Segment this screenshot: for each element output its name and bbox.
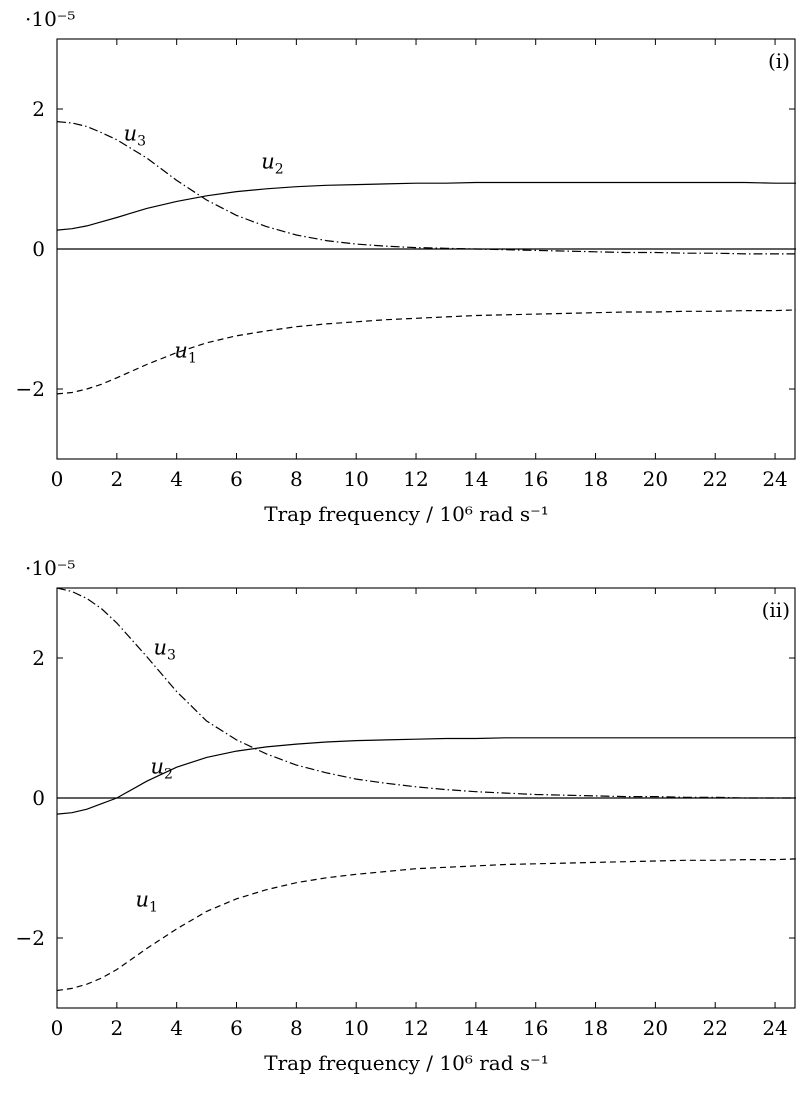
x-tick-label: 6 xyxy=(230,467,243,491)
x-tick-label: 22 xyxy=(702,467,727,491)
x-tick-label: 8 xyxy=(290,467,303,491)
series-u3-label: u3 xyxy=(124,122,146,150)
series-u2-line xyxy=(56,737,796,815)
x-tick-label: 0 xyxy=(51,1016,64,1040)
x-tick-label: 6 xyxy=(230,1016,243,1040)
series-u2-label: u2 xyxy=(150,755,172,783)
x-tick-label: 14 xyxy=(463,1016,488,1040)
x-axis-title: Trap frequency / 10⁶ rad s⁻¹ xyxy=(264,502,548,526)
series-u1-label: u1 xyxy=(136,888,158,916)
series-u2-line xyxy=(56,181,796,231)
x-tick-label: 16 xyxy=(523,1016,548,1040)
x-tick-label: 10 xyxy=(343,1016,368,1040)
y-scale-factor-label: ·10⁻⁵ xyxy=(25,7,75,31)
x-tick-label: 24 xyxy=(762,1016,787,1040)
x-tick-label: 10 xyxy=(343,467,368,491)
x-tick-label: 4 xyxy=(170,1016,183,1040)
series-u1-line xyxy=(56,858,796,992)
x-tick-label: 2 xyxy=(110,1016,123,1040)
x-tick-label: 18 xyxy=(583,467,608,491)
y-scale-factor-label: ·10⁻⁵ xyxy=(25,556,75,580)
x-tick-label: 22 xyxy=(702,1016,727,1040)
x-tick-label: 8 xyxy=(290,1016,303,1040)
series-u3-label: u3 xyxy=(153,636,175,664)
y-tick-label: −2 xyxy=(16,926,45,950)
y-tick-label: −2 xyxy=(16,377,45,401)
x-tick-label: 12 xyxy=(403,1016,428,1040)
panel-label: (i) xyxy=(768,49,790,73)
series-u3-line xyxy=(56,587,796,799)
x-tick-label: 24 xyxy=(762,467,787,491)
x-tick-label: 12 xyxy=(403,467,428,491)
y-tick-label: 2 xyxy=(32,646,45,670)
y-tick-label: 0 xyxy=(32,237,45,261)
series-u1-label: u1 xyxy=(174,339,196,367)
x-tick-label: 20 xyxy=(643,1016,668,1040)
series-u1-line xyxy=(56,309,796,395)
y-tick-label: 2 xyxy=(32,97,45,121)
x-tick-label: 16 xyxy=(523,467,548,491)
x-tick-label: 2 xyxy=(110,467,123,491)
panel-label: (ii) xyxy=(762,598,790,622)
x-tick-label: 14 xyxy=(463,467,488,491)
series-u2-label: u2 xyxy=(261,150,283,178)
x-tick-label: 18 xyxy=(583,1016,608,1040)
x-tick-label: 0 xyxy=(51,467,64,491)
x-tick-label: 20 xyxy=(643,467,668,491)
x-axis-title: Trap frequency / 10⁶ rad s⁻¹ xyxy=(264,1051,548,1075)
series-u3-line xyxy=(56,121,796,255)
x-tick-label: 4 xyxy=(170,467,183,491)
y-tick-label: 0 xyxy=(32,786,45,810)
